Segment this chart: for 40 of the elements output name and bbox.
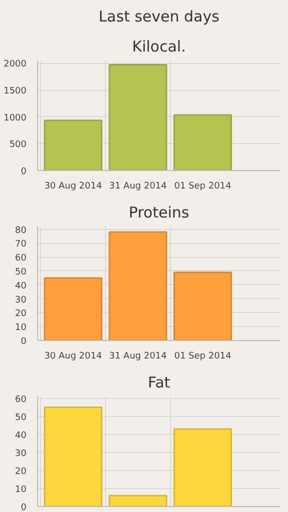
- bar: [44, 406, 102, 506]
- y-tick-label: 500: [9, 140, 27, 150]
- y-tick-label: 20: [15, 309, 27, 320]
- x-tick-label: 01 Sep 2014: [174, 352, 232, 362]
- y-tick-label: 30: [15, 295, 27, 306]
- y-tick-label: 10: [15, 323, 27, 334]
- y-tick-label: 0: [20, 337, 27, 347]
- y-tick-label: 10: [15, 484, 27, 495]
- bar: [173, 114, 232, 170]
- chart-title: Fat: [148, 374, 170, 392]
- bar: [108, 64, 168, 170]
- bar: [108, 494, 168, 506]
- y-tick-label: 50: [15, 267, 27, 278]
- bar: [173, 272, 232, 340]
- bar: [108, 231, 168, 340]
- x-tick-label: 31 Aug 2014: [109, 182, 168, 192]
- chart-title: Last seven days: [98, 8, 220, 26]
- y-tick-label: 2000: [4, 60, 27, 70]
- bar: [44, 277, 102, 340]
- y-tick-label: 60: [15, 254, 27, 264]
- x-tick-label: 01 Sep 2014: [174, 182, 232, 192]
- y-tick-label: 20: [15, 466, 27, 477]
- y-tick-label: 1500: [4, 86, 27, 97]
- x-tick-label: 30 Aug 2014: [44, 182, 102, 192]
- y-tick-label: 40: [15, 430, 27, 441]
- x-tick-label: 30 Aug 2014: [44, 352, 102, 362]
- y-tick-label: 1000: [4, 113, 27, 124]
- y-tick-label: 50: [15, 412, 27, 423]
- x-tick-label: 31 Aug 2014: [109, 352, 168, 362]
- y-tick-label: 30: [15, 448, 27, 459]
- y-tick-label: 70: [15, 240, 27, 250]
- y-tick-label: 0: [20, 503, 27, 512]
- bar: [173, 428, 232, 506]
- y-tick-label: 60: [15, 394, 27, 405]
- y-tick-label: 80: [15, 226, 27, 236]
- chart-title: Proteins: [128, 204, 190, 222]
- y-tick-label: 40: [15, 281, 27, 292]
- bar: [44, 120, 102, 170]
- chart-subtitle: Kilocal.: [132, 38, 186, 56]
- y-tick-label: 0: [20, 167, 27, 177]
